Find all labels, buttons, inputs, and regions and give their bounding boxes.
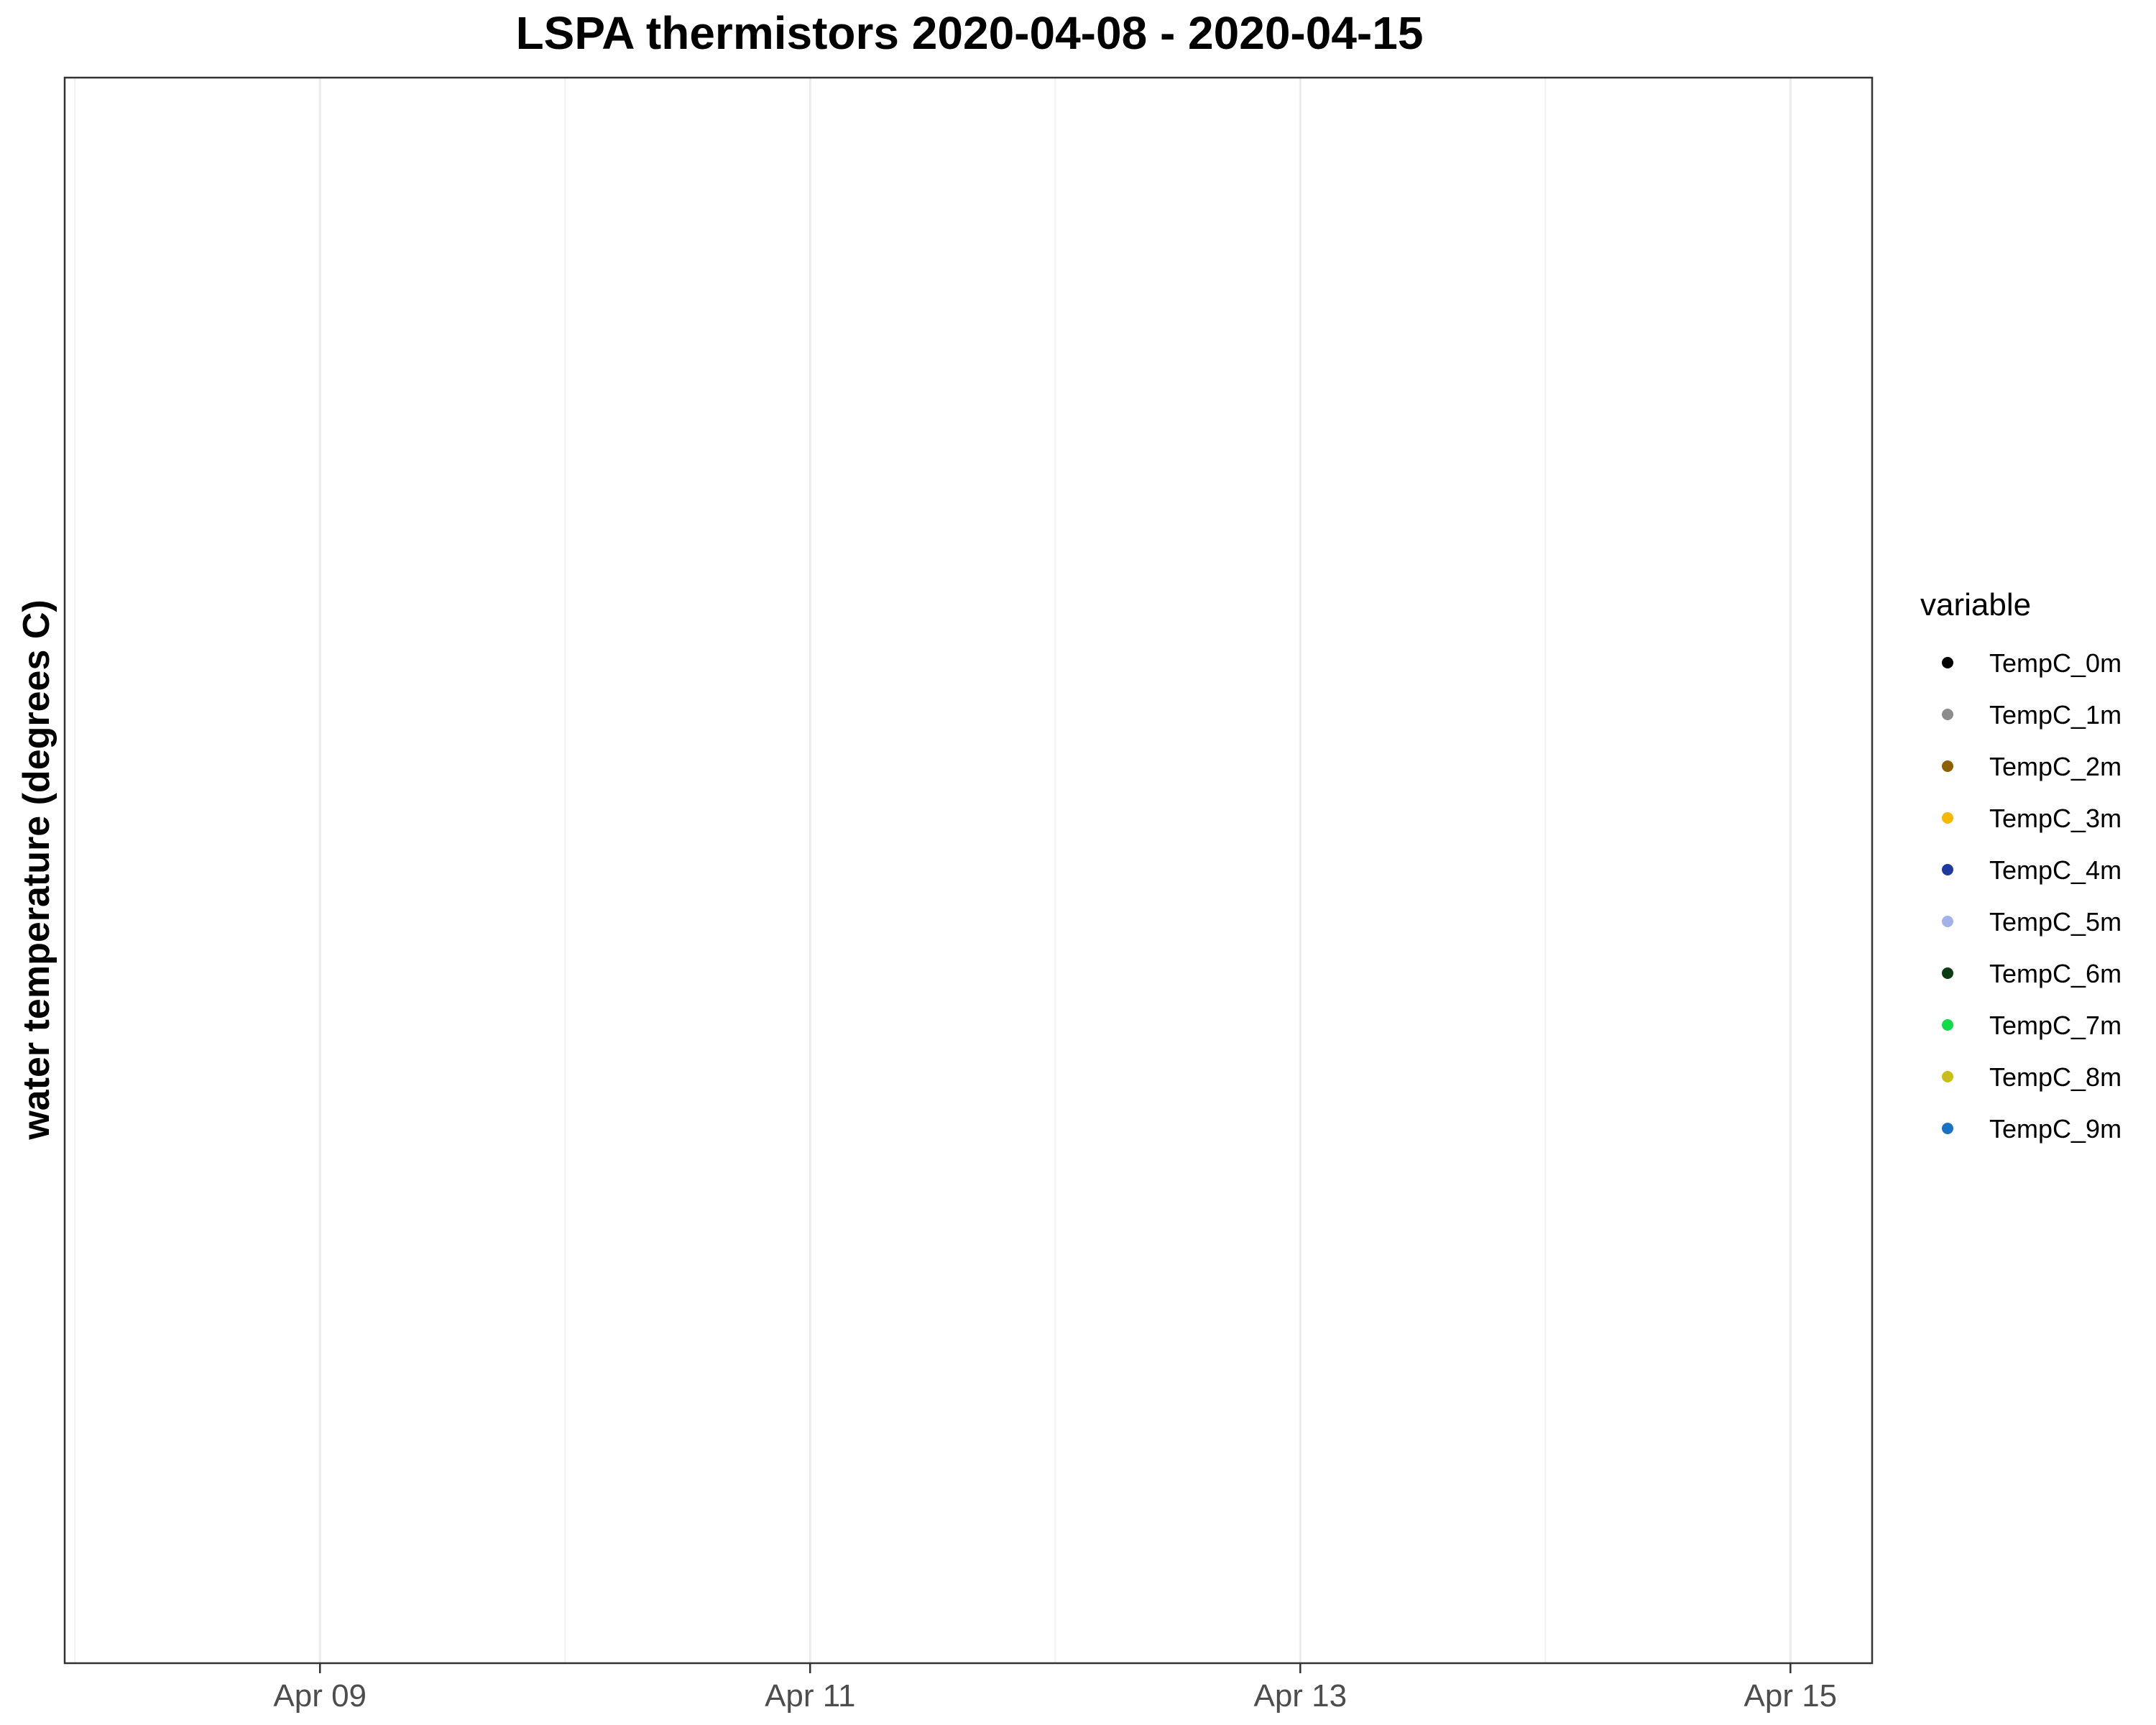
legend-label: TempC_3m [1989,804,2122,833]
legend-label: TempC_1m [1989,700,2122,730]
legend-label: TempC_0m [1989,648,2122,678]
legend-key-dot [1942,1019,1953,1031]
legend-key-dot [1942,657,1953,668]
legend: variable TempC_0m TempC_1m TempC_2m TempC_3… [1920,587,2122,1144]
legend-label: TempC_8m [1989,1062,2122,1092]
legend-key-dot [1942,864,1953,875]
legend-label: TempC_4m [1989,855,2122,885]
legend-title: variable [1920,587,2031,622]
x-tick-label: Apr 11 [765,1678,855,1714]
legend-label: TempC_7m [1989,1011,2122,1040]
x-axis-ticks: Apr 09 Apr 11 Apr 13 Apr 15 [273,1663,1837,1714]
legend-key-dot [1942,1071,1953,1082]
plot-panel-border [63,76,1874,1665]
legend-key-dot [1942,709,1953,720]
legend-key-dot [1942,1123,1953,1134]
legend-key-dot [1942,760,1953,772]
legend-key-dot [1942,967,1953,979]
legend-label: TempC_5m [1989,907,2122,937]
legend-key-dot [1942,916,1953,927]
legend-key-dot [1942,812,1953,824]
x-tick-label: Apr 15 [1744,1678,1838,1714]
legend-label: TempC_2m [1989,752,2122,781]
x-tick-label: Apr 13 [1253,1678,1347,1714]
x-tick-label: Apr 09 [273,1678,367,1714]
legend-label: TempC_6m [1989,959,2122,988]
chart-title: LSPA thermistors 2020-04-08 - 2020-04-15 [516,7,1424,59]
legend-label: TempC_9m [1989,1114,2122,1144]
y-axis-label: water temperature (degrees C) [16,599,57,1140]
grid-lines [74,78,1792,1663]
